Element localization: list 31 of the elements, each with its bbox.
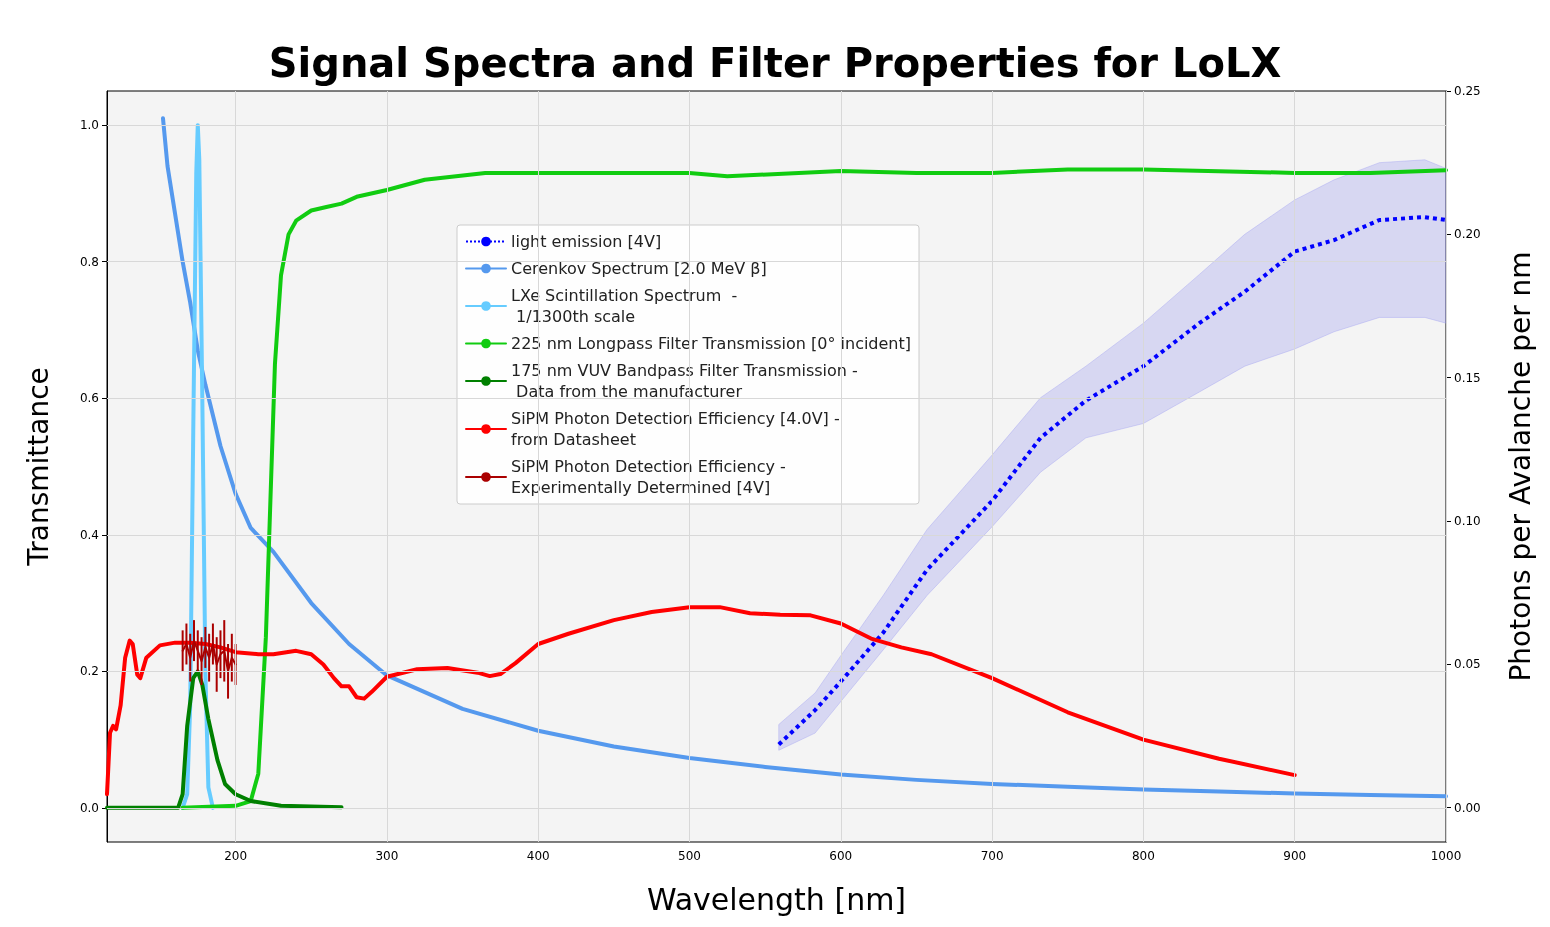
y-tick-label: 0.4 xyxy=(79,527,99,542)
legend-label: SiPM Photon Detection Efficiency [4.0V] - from Datasheet xyxy=(511,409,840,449)
y-tick-label: 0.2 xyxy=(79,664,99,679)
x-tick-label: 300 xyxy=(375,849,399,863)
legend-label: SiPM Photon Detection Efficiency - Experimentally Determined [4V] xyxy=(511,457,786,497)
y2-tick-label: 0.10 xyxy=(1454,513,1481,528)
y2-tick-label: 0.20 xyxy=(1454,227,1481,242)
x-tick-label: 900 xyxy=(1283,849,1307,863)
y2-tick-label: 0.25 xyxy=(1454,84,1481,98)
x-axis-title: Wavelength [nm] xyxy=(646,881,907,917)
y-tick-label: 0.6 xyxy=(79,391,99,406)
y2-tick-label: 0.15 xyxy=(1454,370,1481,385)
y-tick-label: 0.0 xyxy=(79,800,99,815)
x-tick-label: 1000 xyxy=(1430,849,1462,863)
line-series xyxy=(105,669,344,810)
x-tick-label: 400 xyxy=(526,849,550,863)
y2-tick-label: 0.05 xyxy=(1454,657,1481,672)
x-tick-label: 800 xyxy=(1131,849,1155,863)
y-tick-label: 1.0 xyxy=(79,118,99,133)
line-series xyxy=(105,605,1297,797)
y-axis-title: Transmittance xyxy=(21,367,55,567)
x-tick-label: 200 xyxy=(224,849,248,863)
x-tick-label: 500 xyxy=(678,849,701,863)
legend-label: LXe Scintillation Spectrum - 1/1300th scale xyxy=(511,286,738,326)
x-tick-label: 600 xyxy=(829,849,853,863)
y-tick-label: 0.8 xyxy=(79,254,99,269)
y2-tick-label: 0.00 xyxy=(1454,800,1481,815)
legend-label: Cerenkov Spectrum [2.0 MeV β] xyxy=(511,259,767,278)
x-tick-label: 700 xyxy=(980,849,1004,863)
chart-title: Signal Spectra and Filter Properties for LoLX xyxy=(268,40,1282,86)
y2-axis-title: Photons per Avalanche per nm xyxy=(1503,251,1537,682)
